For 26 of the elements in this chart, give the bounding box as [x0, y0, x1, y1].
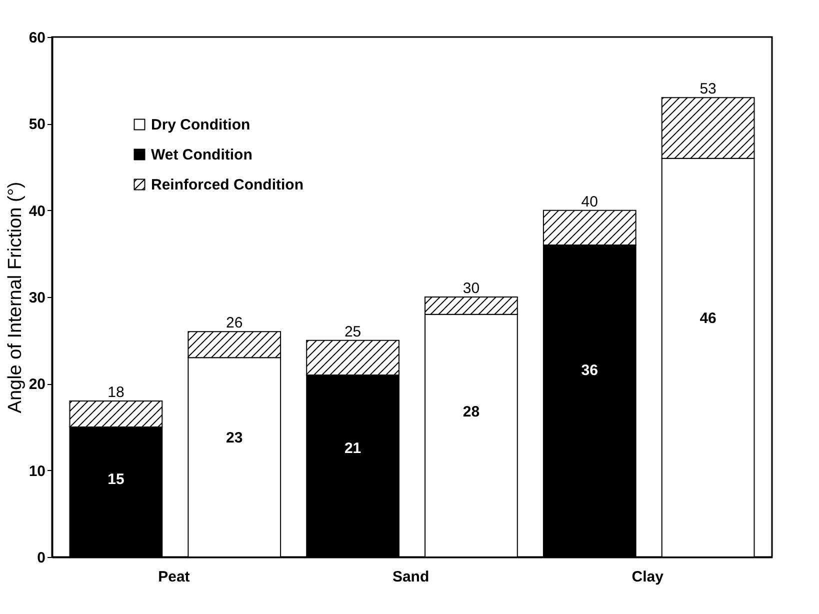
- y-tick-label: 50: [28, 116, 46, 134]
- y-tick-label: 60: [28, 30, 46, 46]
- total-label: 53: [700, 80, 716, 98]
- y-axis-title: Angle of Internal Friction (°): [4, 182, 26, 414]
- legend-label: Reinforced Condition: [151, 176, 304, 194]
- legend-label: Wet Condition: [151, 146, 252, 164]
- data-label: 28: [462, 403, 480, 420]
- x-tick-label: Peat: [158, 568, 190, 586]
- y-tick-label: 10: [28, 462, 46, 480]
- y-tick-label: 40: [28, 202, 46, 220]
- total-label: 40: [581, 193, 598, 210]
- y-tick-label: 30: [28, 290, 46, 306]
- data-label: 46: [700, 310, 716, 327]
- data-label: 21: [344, 440, 362, 457]
- legend-label: Dry Condition: [151, 116, 250, 134]
- data-label: 36: [581, 362, 598, 379]
- total-label: 30: [462, 280, 480, 297]
- x-tick-label: Sand: [392, 568, 430, 586]
- y-tick-label: 0: [37, 550, 46, 566]
- total-label: 18: [108, 384, 124, 401]
- total-label: 25: [344, 323, 362, 340]
- total-label: 26: [226, 314, 243, 332]
- data-label: 15: [108, 471, 124, 488]
- data-label: 23: [226, 429, 243, 446]
- y-tick-label: 20: [28, 376, 46, 394]
- x-tick-label: Clay: [632, 568, 664, 586]
